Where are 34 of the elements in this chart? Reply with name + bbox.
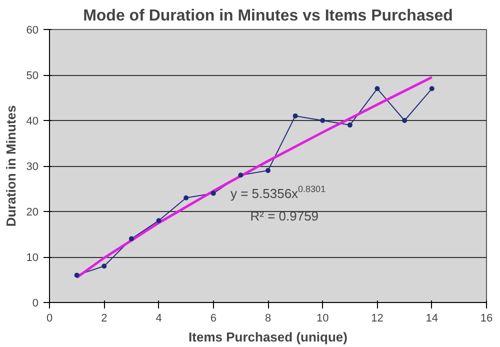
x-tick-label: 0 bbox=[46, 312, 53, 324]
y-tick-label: 40 bbox=[26, 116, 39, 128]
point bbox=[429, 86, 434, 92]
point bbox=[102, 264, 107, 269]
x-tick-label: 6 bbox=[210, 312, 216, 324]
point bbox=[210, 190, 216, 196]
point bbox=[238, 172, 244, 178]
y-tick-label: 50 bbox=[26, 70, 39, 82]
point bbox=[266, 168, 270, 174]
x-tick-label: 10 bbox=[316, 312, 329, 324]
point bbox=[320, 118, 326, 123]
point bbox=[374, 86, 380, 92]
point bbox=[292, 113, 298, 118]
x-axis-title: Items Purchased (unique) bbox=[188, 330, 348, 344]
chart-title: Mode of Duration in Minutes vs Items Purchased bbox=[83, 8, 453, 24]
y-tick-label: 0 bbox=[32, 298, 39, 310]
x-tick-label: 12 bbox=[371, 312, 384, 324]
x-tick-label: 2 bbox=[101, 312, 108, 324]
annotation: R² = 0.9759 bbox=[250, 208, 319, 224]
point bbox=[128, 236, 134, 242]
point bbox=[74, 272, 80, 278]
y-tick-label: 10 bbox=[26, 252, 39, 264]
x-tick-label: 14 bbox=[426, 312, 438, 324]
y-tick-label: 60 bbox=[26, 24, 39, 36]
point bbox=[184, 195, 189, 200]
x-tick-label: 16 bbox=[480, 312, 493, 324]
point bbox=[156, 218, 162, 224]
point bbox=[347, 122, 352, 128]
x-tick-label: 8 bbox=[264, 312, 272, 324]
y-axis-title: Duration in Minutes bbox=[3, 105, 18, 227]
point bbox=[402, 118, 408, 123]
y-tick-label: 20 bbox=[26, 206, 39, 218]
y-tick-label: 30 bbox=[26, 161, 39, 173]
x-tick-label: 4 bbox=[156, 312, 162, 324]
